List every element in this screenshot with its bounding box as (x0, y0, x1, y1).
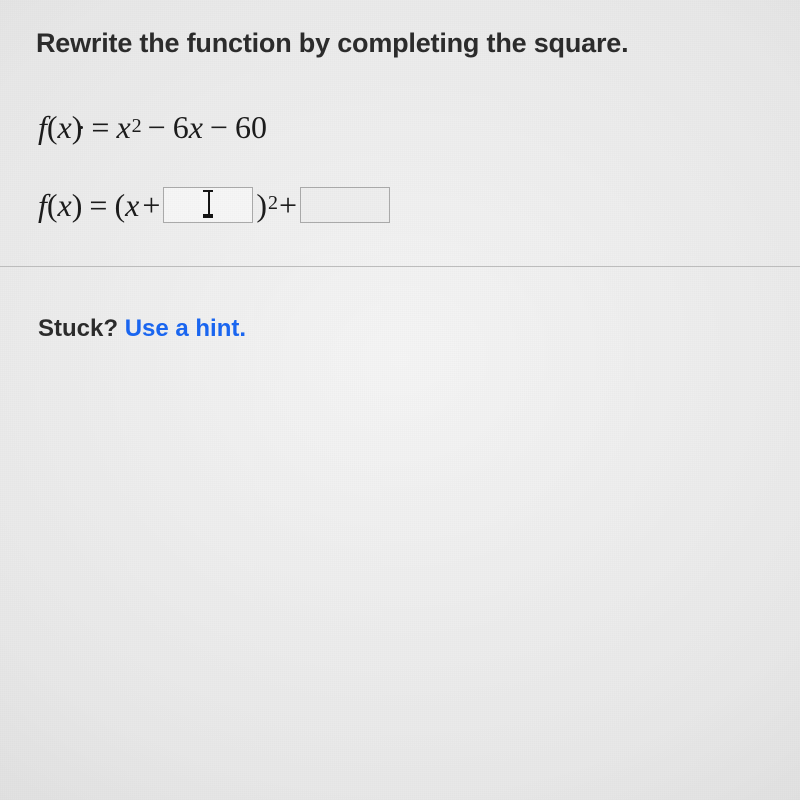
equation-answer: f ( x ) = ( x + )2 + (38, 185, 764, 227)
inner-var: x (125, 185, 139, 227)
term3: 60 (235, 107, 267, 149)
lhs-arg: x (58, 107, 72, 149)
outer-exp: 2 (268, 190, 278, 216)
hint-row: Stuck? Use a hint. (38, 315, 764, 343)
hint-label: Stuck? (38, 315, 125, 342)
lhs-open-paren: ( (47, 107, 58, 149)
prompt-text: Rewrite the function by completing the s… (36, 28, 764, 59)
exercise-panel: Rewrite the function by completing the s… (0, 0, 800, 343)
term2-coef: 6 (173, 107, 189, 149)
equals-sign: = (91, 107, 109, 149)
term1-exp: 2 (132, 113, 142, 139)
lhs-arg-2: x (58, 185, 72, 227)
op-minus-2: − (210, 107, 228, 149)
outer-open-paren: ( (114, 185, 125, 227)
answer-input-2[interactable] (300, 187, 390, 223)
inner-plus: + (142, 185, 160, 227)
hint-link[interactable]: Use a hint. (125, 315, 246, 342)
term2-var: x (189, 107, 203, 149)
op-minus-1: − (148, 107, 166, 149)
lhs-close-paren-2: ) (72, 185, 83, 227)
lhs-func-2: f (38, 185, 47, 227)
outer-plus: + (279, 185, 297, 227)
equals-sign-2: = (89, 185, 107, 227)
term1-base: x (116, 107, 130, 149)
artifact-dot (80, 126, 83, 129)
lhs-func: f (38, 107, 47, 149)
section-divider (0, 266, 800, 267)
answer-input-1[interactable] (163, 187, 253, 223)
lhs-open-paren-2: ( (47, 185, 58, 227)
outer-close-paren: ) (256, 185, 267, 227)
equation-given: f ( x ) = x2 − 6x − 60 (38, 107, 764, 149)
